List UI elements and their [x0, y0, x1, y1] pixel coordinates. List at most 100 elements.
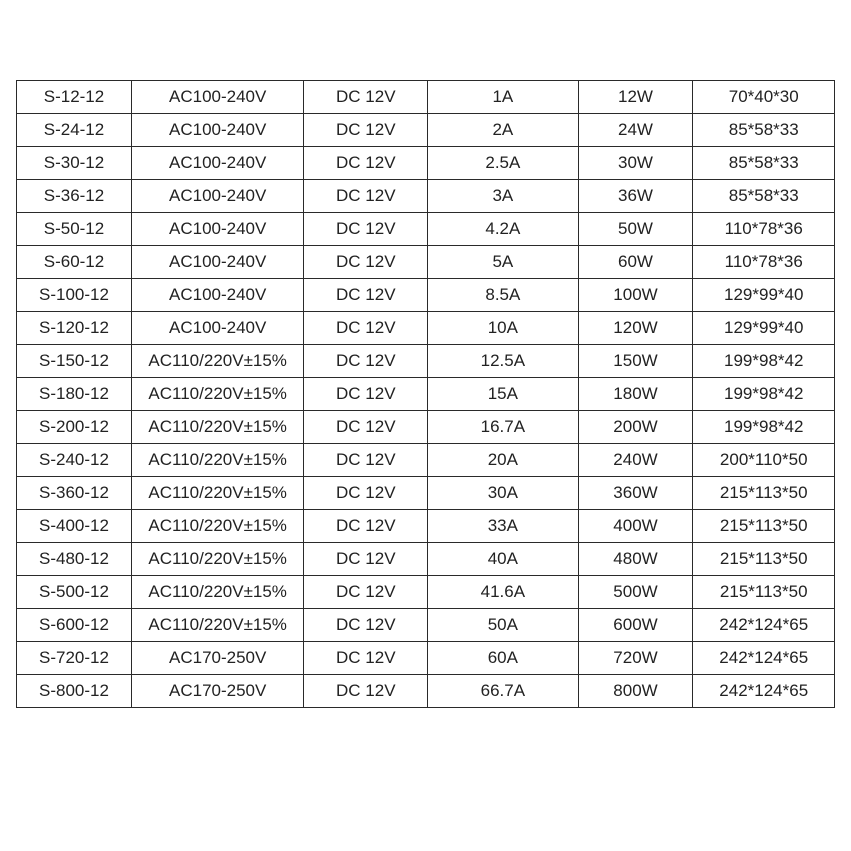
- table-cell: 24W: [578, 114, 693, 147]
- table-cell: 85*58*33: [693, 147, 835, 180]
- table-cell: DC 12V: [304, 114, 428, 147]
- table-cell: S-800-12: [17, 675, 132, 708]
- table-cell: S-480-12: [17, 543, 132, 576]
- table-cell: S-12-12: [17, 81, 132, 114]
- table-cell: 199*98*42: [693, 411, 835, 444]
- table-cell: DC 12V: [304, 378, 428, 411]
- table-cell: S-200-12: [17, 411, 132, 444]
- table-cell: DC 12V: [304, 180, 428, 213]
- table-row: S-12-12AC100-240VDC 12V1A12W70*40*30: [17, 81, 835, 114]
- table-row: S-24-12AC100-240VDC 12V2A24W85*58*33: [17, 114, 835, 147]
- table-cell: 215*113*50: [693, 510, 835, 543]
- table-cell: 480W: [578, 543, 693, 576]
- table-row: S-600-12AC110/220V±15%DC 12V50A600W242*1…: [17, 609, 835, 642]
- table-cell: 360W: [578, 477, 693, 510]
- table-cell: AC170-250V: [131, 642, 303, 675]
- table-row: S-360-12AC110/220V±15%DC 12V30A360W215*1…: [17, 477, 835, 510]
- table-cell: AC100-240V: [131, 180, 303, 213]
- table-row: S-500-12AC110/220V±15%DC 12V41.6A500W215…: [17, 576, 835, 609]
- table-cell: 215*113*50: [693, 576, 835, 609]
- table-cell: AC100-240V: [131, 246, 303, 279]
- table-row: S-200-12AC110/220V±15%DC 12V16.7A200W199…: [17, 411, 835, 444]
- table-cell: 1A: [428, 81, 578, 114]
- table-cell: 10A: [428, 312, 578, 345]
- table-cell: 2A: [428, 114, 578, 147]
- table-row: S-60-12AC100-240VDC 12V5A60W110*78*36: [17, 246, 835, 279]
- table-cell: 33A: [428, 510, 578, 543]
- table-cell: DC 12V: [304, 543, 428, 576]
- table-cell: 200*110*50: [693, 444, 835, 477]
- table-row: S-120-12AC100-240VDC 12V10A120W129*99*40: [17, 312, 835, 345]
- table-cell: DC 12V: [304, 642, 428, 675]
- table-cell: AC100-240V: [131, 147, 303, 180]
- table-row: S-180-12AC110/220V±15%DC 12V15A180W199*9…: [17, 378, 835, 411]
- table-cell: AC110/220V±15%: [131, 576, 303, 609]
- table-cell: 66.7A: [428, 675, 578, 708]
- table-cell: DC 12V: [304, 675, 428, 708]
- table-cell: 242*124*65: [693, 675, 835, 708]
- table-cell: 5A: [428, 246, 578, 279]
- table-cell: 215*113*50: [693, 543, 835, 576]
- table-cell: AC110/220V±15%: [131, 510, 303, 543]
- table-cell: 70*40*30: [693, 81, 835, 114]
- table-cell: DC 12V: [304, 444, 428, 477]
- table-cell: AC100-240V: [131, 81, 303, 114]
- table-cell: AC110/220V±15%: [131, 411, 303, 444]
- table-cell: 242*124*65: [693, 609, 835, 642]
- table-cell: 199*98*42: [693, 345, 835, 378]
- table-cell: AC110/220V±15%: [131, 477, 303, 510]
- table-cell: AC110/220V±15%: [131, 609, 303, 642]
- table-cell: AC100-240V: [131, 279, 303, 312]
- table-cell: 400W: [578, 510, 693, 543]
- table-cell: 16.7A: [428, 411, 578, 444]
- table-cell: 199*98*42: [693, 378, 835, 411]
- table-cell: 12W: [578, 81, 693, 114]
- table-cell: DC 12V: [304, 510, 428, 543]
- table-cell: S-50-12: [17, 213, 132, 246]
- table-cell: DC 12V: [304, 609, 428, 642]
- table-cell: S-24-12: [17, 114, 132, 147]
- table-cell: S-100-12: [17, 279, 132, 312]
- table-row: S-400-12AC110/220V±15%DC 12V33A400W215*1…: [17, 510, 835, 543]
- table-cell: DC 12V: [304, 213, 428, 246]
- table-cell: DC 12V: [304, 312, 428, 345]
- table-cell: 50W: [578, 213, 693, 246]
- table-cell: 2.5A: [428, 147, 578, 180]
- table-cell: S-180-12: [17, 378, 132, 411]
- table-cell: 85*58*33: [693, 180, 835, 213]
- table-cell: 215*113*50: [693, 477, 835, 510]
- table-cell: 600W: [578, 609, 693, 642]
- table-row: S-100-12AC100-240VDC 12V8.5A100W129*99*4…: [17, 279, 835, 312]
- table-cell: 200W: [578, 411, 693, 444]
- table-cell: 180W: [578, 378, 693, 411]
- table-cell: DC 12V: [304, 345, 428, 378]
- table-cell: 60W: [578, 246, 693, 279]
- table-cell: 129*99*40: [693, 279, 835, 312]
- table-cell: 30A: [428, 477, 578, 510]
- table-row: S-30-12AC100-240VDC 12V2.5A30W85*58*33: [17, 147, 835, 180]
- table-cell: 240W: [578, 444, 693, 477]
- table-cell: 129*99*40: [693, 312, 835, 345]
- table-cell: 110*78*36: [693, 246, 835, 279]
- table-cell: DC 12V: [304, 477, 428, 510]
- table-cell: DC 12V: [304, 411, 428, 444]
- table-cell: AC100-240V: [131, 213, 303, 246]
- table-cell: AC100-240V: [131, 114, 303, 147]
- table-cell: 15A: [428, 378, 578, 411]
- table-cell: S-120-12: [17, 312, 132, 345]
- table-cell: 20A: [428, 444, 578, 477]
- table-cell: 800W: [578, 675, 693, 708]
- table-cell: S-500-12: [17, 576, 132, 609]
- table-cell: S-400-12: [17, 510, 132, 543]
- table-cell: 40A: [428, 543, 578, 576]
- table-cell: AC100-240V: [131, 312, 303, 345]
- table-cell: DC 12V: [304, 279, 428, 312]
- table-cell: DC 12V: [304, 81, 428, 114]
- table-row: S-800-12AC170-250VDC 12V66.7A800W242*124…: [17, 675, 835, 708]
- table-cell: S-30-12: [17, 147, 132, 180]
- table-cell: AC110/220V±15%: [131, 345, 303, 378]
- table-cell: S-360-12: [17, 477, 132, 510]
- table-cell: 3A: [428, 180, 578, 213]
- table-cell: 50A: [428, 609, 578, 642]
- table-cell: AC110/220V±15%: [131, 378, 303, 411]
